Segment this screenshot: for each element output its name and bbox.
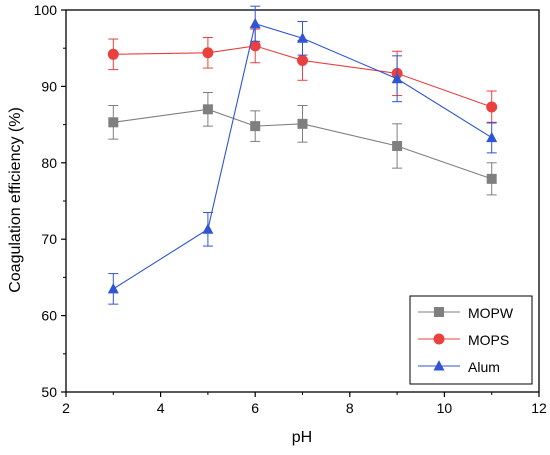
data-point xyxy=(108,117,119,128)
series-alum xyxy=(107,5,498,305)
legend: MOPW MOPS Alum xyxy=(409,295,533,385)
data-point xyxy=(486,173,497,184)
data-point xyxy=(249,40,261,52)
legend-label: Alum xyxy=(468,359,500,375)
x-axis-title: pH xyxy=(292,429,312,446)
data-point xyxy=(107,283,119,294)
x-tick-label: 10 xyxy=(437,400,453,416)
y-tick-label: 70 xyxy=(41,231,57,247)
data-point xyxy=(107,48,119,60)
data-point xyxy=(391,72,403,84)
y-axis-title: Coagulation efficiency (%) xyxy=(7,107,24,293)
y-tick-label: 100 xyxy=(34,2,58,18)
data-point xyxy=(486,131,498,143)
series-line xyxy=(113,23,492,290)
data-point xyxy=(202,223,214,234)
series-line xyxy=(113,45,492,108)
legend-marker xyxy=(433,360,445,371)
y-tick-label: 90 xyxy=(41,78,57,94)
axes: 2 4 6 8 10 12 50 60 70 80 90 100 xyxy=(34,2,547,416)
data-point xyxy=(297,54,308,66)
series-layer xyxy=(107,5,498,305)
legend-marker xyxy=(433,333,445,345)
data-point xyxy=(486,101,498,113)
data-point xyxy=(202,104,213,115)
x-tick-label: 2 xyxy=(62,400,70,416)
x-tick-label: 6 xyxy=(251,400,259,416)
y-tick-label: 60 xyxy=(41,308,57,324)
data-point xyxy=(249,17,261,29)
legend-box xyxy=(409,295,533,385)
legend-marker xyxy=(434,307,444,317)
series-mopw xyxy=(108,92,497,196)
series-line xyxy=(113,108,492,180)
data-point xyxy=(202,47,214,59)
data-point xyxy=(250,121,261,132)
y-tick-label: 80 xyxy=(41,155,57,171)
x-tick-label: 12 xyxy=(531,400,547,416)
legend-label: MOPS xyxy=(468,332,509,348)
data-point xyxy=(392,140,403,151)
data-point xyxy=(297,118,308,129)
x-tick-label: 4 xyxy=(157,400,165,416)
legend-label: MOPW xyxy=(468,305,514,321)
x-tick-label: 8 xyxy=(346,400,354,416)
data-point xyxy=(297,32,308,43)
y-tick-label: 50 xyxy=(41,384,57,400)
